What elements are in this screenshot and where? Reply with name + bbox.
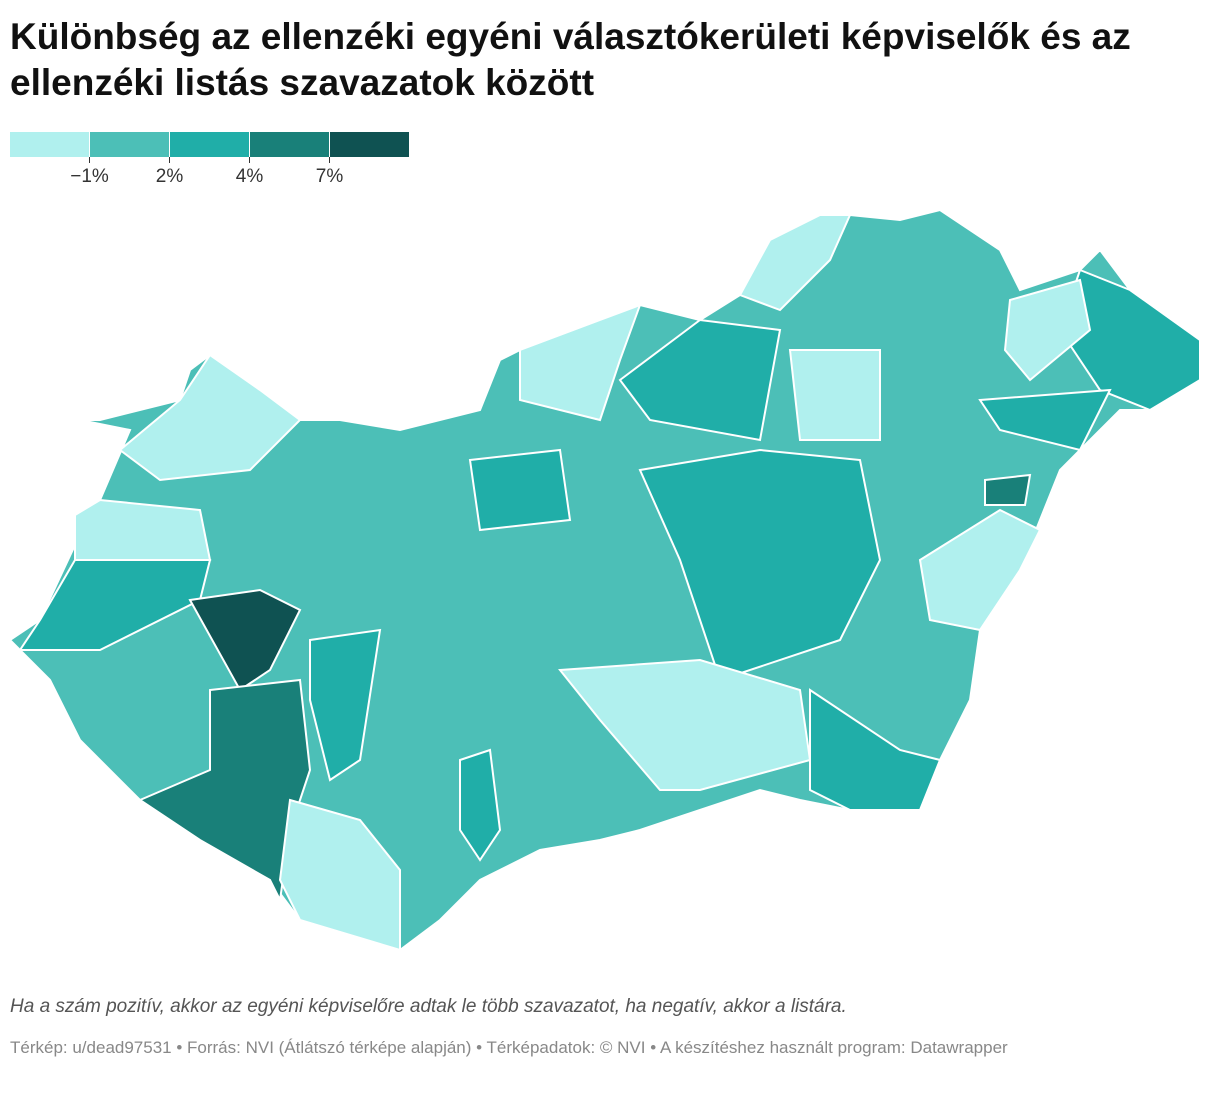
region [738, 214, 852, 312]
region [309, 628, 382, 782]
region [809, 688, 942, 811]
region [137, 678, 312, 904]
map: −1% 2% 4% 7% [8, 132, 1201, 952]
region [459, 748, 502, 862]
legend-swatch [250, 132, 329, 157]
title: Különbség az ellenzéki egyéni választóke… [10, 16, 1131, 103]
legend-label: 7% [316, 166, 344, 187]
region [278, 798, 401, 952]
region [468, 448, 572, 532]
region [118, 353, 302, 482]
region [188, 588, 302, 692]
legend-label: 2% [156, 166, 184, 187]
legend-swatch [10, 132, 89, 157]
region [558, 658, 812, 791]
region [1003, 278, 1092, 382]
region [618, 318, 782, 442]
region [788, 349, 881, 441]
region [918, 508, 1042, 632]
legend-swatch [90, 132, 169, 157]
legend-label: −1% [70, 166, 109, 187]
legend-label: 4% [236, 166, 264, 187]
legend-swatch [170, 132, 249, 157]
region [519, 303, 642, 422]
region [984, 473, 1032, 506]
region [74, 498, 212, 561]
legend-swatch [330, 132, 409, 157]
region [638, 448, 882, 682]
region [978, 388, 1112, 452]
footer: Térkép: u/dead97531 • Forrás: NVI (Átlát… [10, 1038, 1008, 1057]
notes: Ha a szám pozitív, akkor az egyéni képvi… [10, 996, 847, 1017]
